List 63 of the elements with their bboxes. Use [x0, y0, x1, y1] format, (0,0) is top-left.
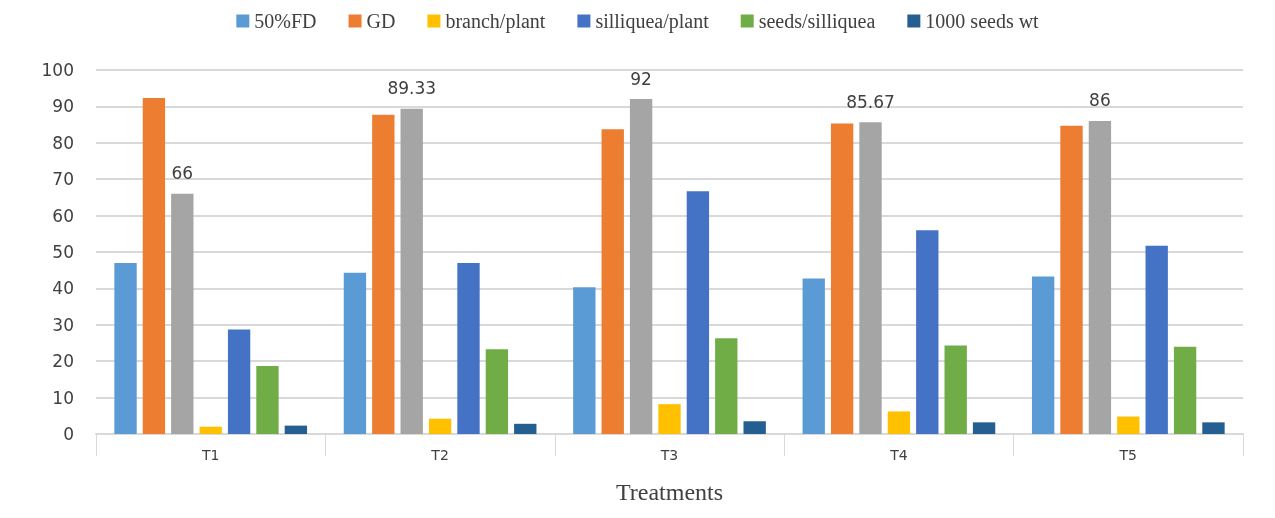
- bar: [601, 129, 624, 434]
- data-label: 86: [1089, 90, 1111, 111]
- bar: [428, 418, 452, 434]
- y-tick-label: 30: [52, 314, 74, 335]
- bar: [629, 99, 653, 434]
- bar: [372, 114, 395, 434]
- bar: [199, 426, 222, 434]
- y-tick-label: 100: [41, 60, 74, 80]
- bar: [916, 230, 939, 434]
- legend-label: seeds/silliquea: [758, 10, 876, 33]
- y-tick-label: 50: [52, 242, 74, 262]
- legend-label: 50%FD: [254, 10, 317, 32]
- y-tick-label: 60: [52, 205, 74, 226]
- bar: [1145, 245, 1168, 434]
- bar: [686, 191, 710, 434]
- bar: [1060, 125, 1083, 434]
- bar: [114, 262, 137, 434]
- bar: [400, 108, 423, 434]
- y-tick-label: 70: [52, 169, 74, 190]
- legend-label: silliquea/plant: [595, 10, 710, 33]
- y-tick-label: 20: [52, 351, 74, 372]
- bar: [284, 425, 308, 434]
- bar: [485, 349, 509, 434]
- y-tick-label: 0: [63, 424, 74, 444]
- x-axis-title: Treatments: [615, 479, 724, 505]
- bar: [142, 98, 166, 434]
- y-tick-label: 80: [52, 132, 74, 153]
- bar: [944, 345, 967, 434]
- data-label: 89.33: [387, 78, 437, 99]
- x-tick-label: T2: [430, 447, 449, 463]
- bar: [171, 193, 194, 434]
- legend-label: branch/plant: [445, 10, 546, 33]
- bar: [859, 122, 882, 434]
- x-tick-label: T4: [889, 447, 908, 463]
- data-label: 66: [171, 163, 194, 184]
- bar: [972, 422, 996, 434]
- bar: [227, 329, 251, 434]
- bar: [1173, 346, 1197, 434]
- bar: [457, 262, 480, 434]
- x-tick-label: T1: [200, 447, 220, 463]
- y-tick-label: 90: [52, 96, 74, 117]
- y-tick-label: 10: [52, 387, 74, 408]
- bar: [658, 404, 681, 434]
- bar: [802, 278, 825, 434]
- x-tick-label: T5: [1118, 447, 1138, 463]
- x-tick-label: T3: [659, 447, 679, 463]
- bar: [514, 423, 537, 434]
- bar: [1117, 416, 1140, 434]
- bar: [1088, 120, 1112, 434]
- legend-label: GD: [366, 10, 396, 32]
- bar: [830, 123, 854, 434]
- data-label: 85.67: [846, 91, 895, 112]
- legend-label: 1000 seeds wt: [925, 10, 1040, 32]
- bar: [715, 338, 738, 434]
- bar: [743, 421, 766, 434]
- bar: [343, 272, 367, 434]
- bar: [1202, 422, 1225, 434]
- bar: [887, 411, 911, 434]
- y-tick-label: 40: [52, 278, 74, 299]
- bar: [1031, 276, 1055, 434]
- bar: [573, 287, 596, 434]
- bar: [256, 365, 279, 434]
- data-label: 92: [630, 68, 652, 89]
